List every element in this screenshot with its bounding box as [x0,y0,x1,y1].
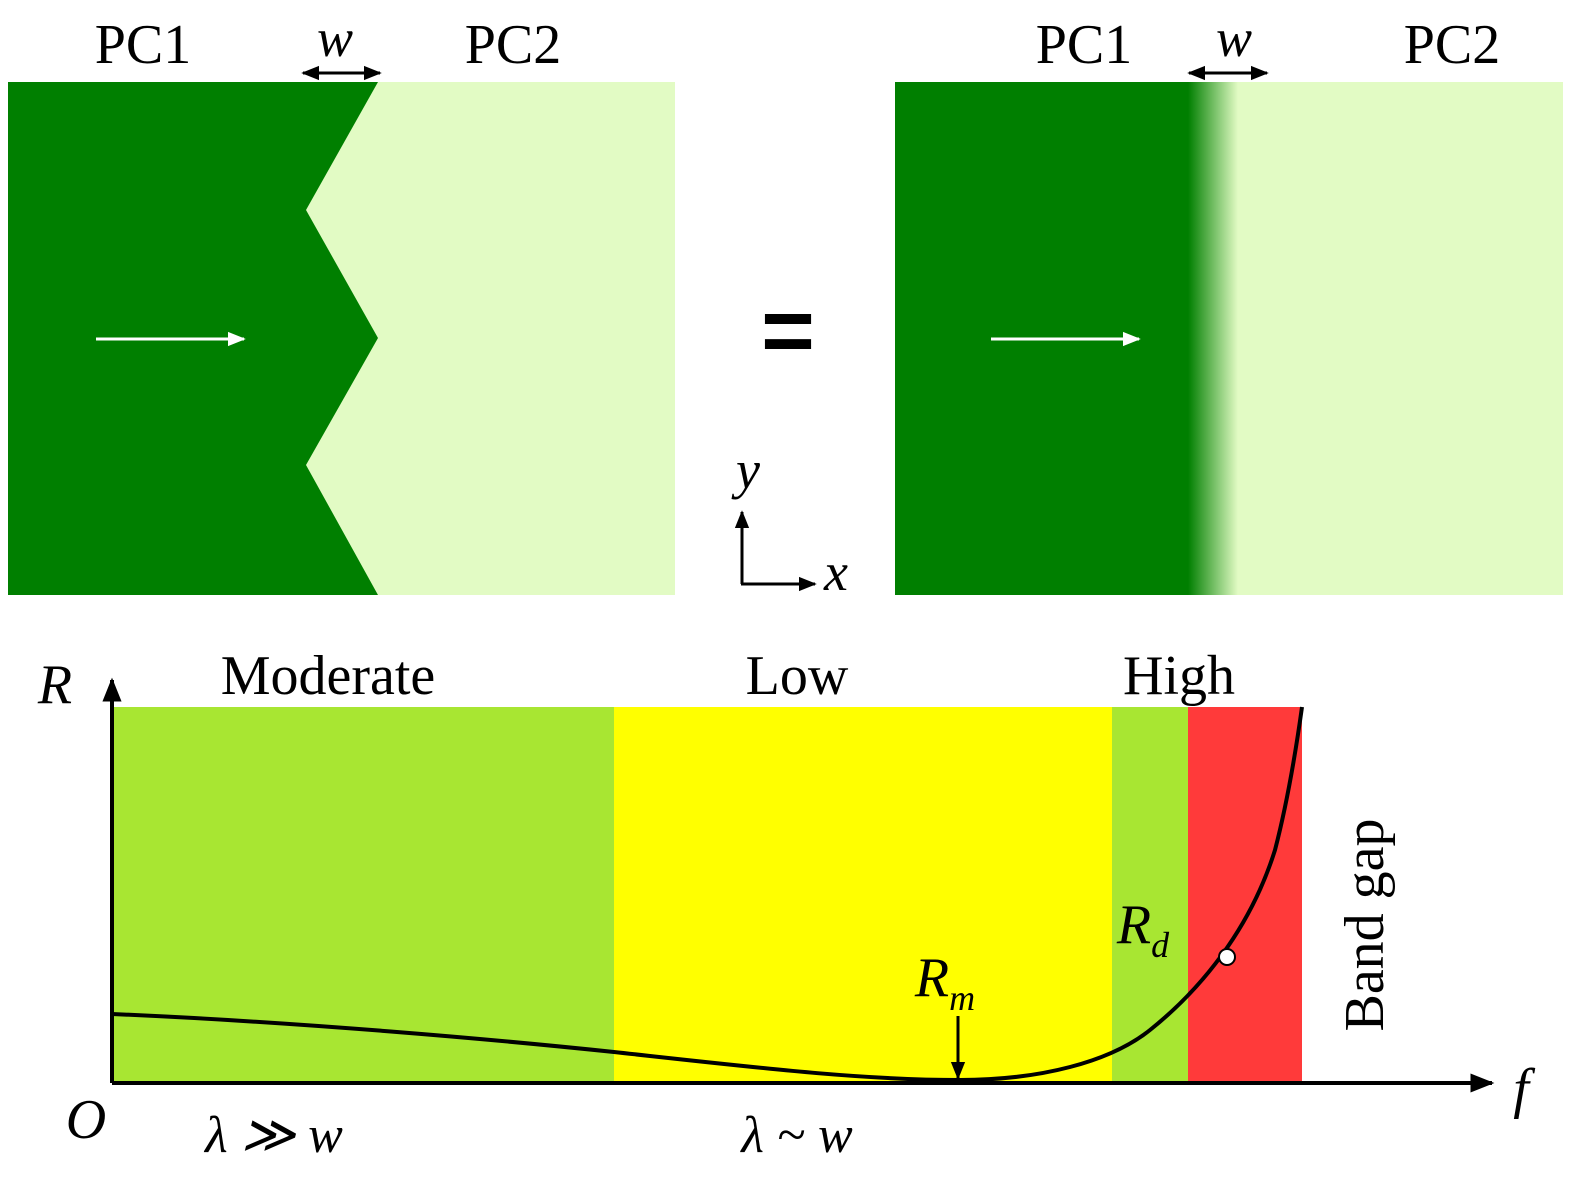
long-wavelength-label: λ ≫ w [203,1107,343,1164]
zigzag-interface-panel: PC1 w PC2 [8,8,675,595]
band-gap-label: Band gap [1334,818,1396,1031]
rd-subscript: d [1151,925,1170,965]
moderate-region [112,707,614,1083]
low-region [614,707,1112,1083]
origin-label: O [66,1089,106,1151]
graded-transition-region [1188,82,1238,595]
rd-label: Rd [1116,894,1170,965]
low-region-label: Low [746,645,849,707]
pc1-label: PC1 [95,14,192,76]
rd-marker [1218,948,1236,966]
band-gap-region [1188,707,1302,1083]
rd-main: R [1116,894,1151,956]
inset-x-label: x [823,542,848,602]
f-axis-label: f [1513,1058,1536,1120]
comparable-wavelength-label: λ ~ w [739,1107,853,1164]
xy-axes-inset: y x [731,440,848,602]
w-label: w [1216,8,1252,68]
r-axis-label: R [37,654,72,716]
rm-main: R [914,947,949,1009]
pc1-label: PC1 [1036,14,1133,76]
high-region-label: High [1123,645,1235,707]
inset-y-label: y [731,440,760,500]
w-label: w [317,8,353,68]
high-region [1112,707,1188,1083]
moderate-region-label: Moderate [221,645,436,707]
reflection-curve [111,706,1304,1083]
equals-sign: = [761,280,815,382]
rm-subscript: m [949,978,975,1018]
rm-label: Rm [914,947,975,1018]
pc2-label: PC2 [465,14,562,76]
graded-interface-panel: PC1 w PC2 [895,8,1563,595]
reflection-graph: Moderate Low High Band gap Rm Rd R f O λ… [37,645,1536,1164]
pc2-label: PC2 [1404,14,1501,76]
